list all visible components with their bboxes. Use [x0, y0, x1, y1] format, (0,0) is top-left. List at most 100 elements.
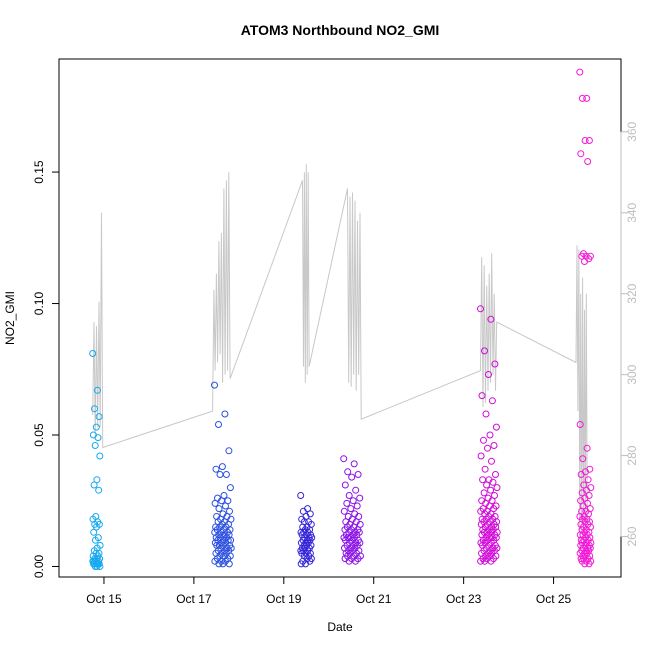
data-point — [345, 492, 353, 499]
x-tick-label: Oct 15 — [86, 592, 122, 606]
data-point — [91, 536, 99, 544]
x-tick-label: Oct 19 — [266, 592, 302, 606]
data-point — [487, 315, 495, 323]
data-point — [90, 528, 98, 536]
data-point — [340, 455, 348, 463]
plot-frame — [58, 58, 622, 578]
data-point — [225, 447, 233, 455]
data-point — [95, 413, 103, 421]
data-point — [490, 442, 498, 449]
data-point — [297, 560, 305, 568]
data-point — [212, 465, 220, 473]
data-point — [211, 499, 219, 507]
data-point — [222, 502, 229, 510]
data-point — [485, 371, 492, 378]
data-point — [226, 484, 234, 492]
data-point — [350, 460, 358, 468]
data-point — [585, 137, 593, 144]
data-point — [581, 258, 588, 265]
data-point — [576, 531, 584, 539]
data-point — [577, 150, 585, 158]
data-point — [345, 557, 353, 565]
data-point — [481, 465, 489, 473]
data-point — [96, 563, 104, 570]
data-point — [340, 507, 348, 515]
data-point — [481, 557, 489, 565]
data-point — [302, 560, 309, 568]
data-point — [492, 471, 499, 478]
data-point — [344, 468, 352, 476]
y-tick-label: 0.10 — [32, 292, 46, 316]
data-point — [348, 473, 356, 481]
data-point — [92, 423, 100, 431]
data-point — [211, 381, 218, 389]
data-point — [479, 476, 487, 484]
data-point — [480, 489, 488, 497]
y2-tick-label: 300 — [625, 364, 639, 384]
data-point — [215, 560, 223, 568]
y-tick-label: 0.05 — [32, 423, 46, 447]
data-point — [93, 563, 101, 570]
data-point — [91, 442, 99, 449]
x-axis: Oct 15 Oct 17 Oct 19 Oct 21 Oct 23 Oct 25 — [86, 576, 572, 606]
data-points — [89, 68, 595, 570]
data-point — [352, 486, 360, 494]
secondary-line — [92, 164, 588, 553]
data-point — [581, 560, 589, 568]
y2-tick-label: 260 — [625, 526, 639, 546]
data-point — [489, 478, 497, 486]
data-point — [477, 452, 485, 460]
y2-tick-label: 340 — [625, 202, 639, 222]
data-point — [583, 444, 591, 452]
data-point — [93, 476, 101, 484]
data-point — [478, 392, 486, 400]
data-point — [353, 502, 361, 510]
data-point — [481, 347, 488, 355]
x-tick-label: Oct 25 — [536, 592, 572, 606]
data-point — [577, 471, 585, 478]
x-axis-label: Date — [327, 620, 353, 634]
data-point — [493, 484, 501, 492]
y-tick-label: 0.15 — [32, 160, 46, 184]
data-point — [347, 505, 355, 513]
data-point — [218, 497, 225, 505]
y-tick-label: 0.00 — [32, 554, 46, 578]
data-point — [93, 386, 101, 394]
data-point — [584, 158, 592, 165]
data-point — [486, 431, 494, 439]
data-point — [93, 523, 100, 531]
data-point — [349, 497, 357, 505]
y2-tick-label: 320 — [625, 283, 639, 303]
data-point — [480, 436, 487, 444]
data-point — [216, 471, 224, 478]
data-point — [578, 252, 586, 260]
data-point — [576, 68, 584, 76]
data-point — [581, 137, 589, 144]
x-tick-label: Oct 17 — [176, 592, 212, 606]
data-point — [488, 457, 495, 465]
data-point — [579, 455, 587, 463]
data-point — [477, 305, 484, 313]
y2-tick-label: 360 — [625, 122, 639, 142]
secondary-line-path — [92, 164, 588, 553]
data-point — [89, 350, 97, 357]
data-point — [487, 486, 495, 494]
data-point — [356, 494, 364, 502]
x-tick-label: Oct 23 — [446, 592, 482, 606]
data-point — [482, 410, 490, 418]
data-point — [477, 557, 485, 565]
data-point — [218, 463, 226, 471]
data-point — [91, 405, 98, 413]
data-point — [584, 476, 592, 484]
y-axis-label: NO2_GMI — [3, 291, 17, 345]
data-point — [576, 421, 584, 428]
data-point — [484, 444, 491, 452]
data-point — [90, 481, 98, 489]
data-point — [341, 481, 349, 489]
data-point — [583, 94, 591, 102]
data-point — [578, 94, 586, 102]
chart-title: ATOM3 Northbound NO2_GMI — [241, 22, 440, 38]
data-point — [297, 492, 305, 499]
data-point — [215, 421, 222, 428]
